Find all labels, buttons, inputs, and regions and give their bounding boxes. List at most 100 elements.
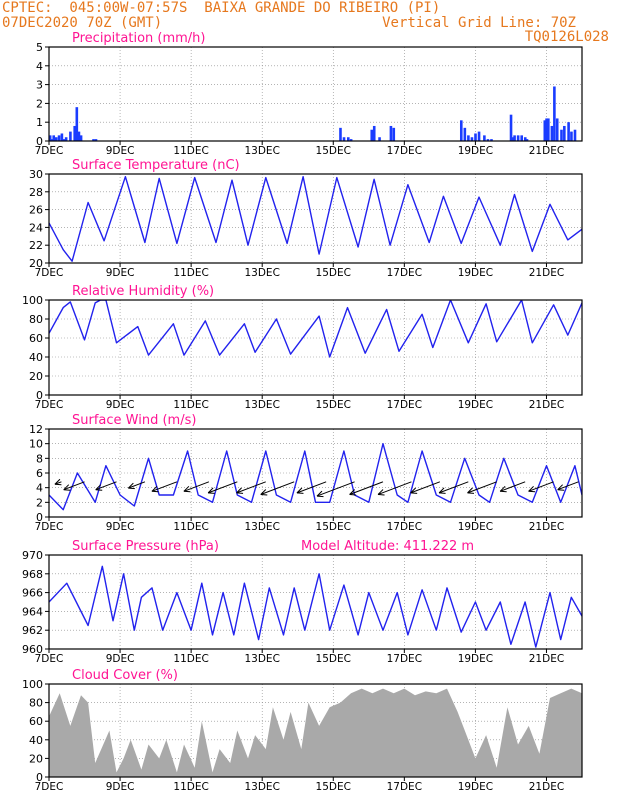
wind-arrow-shaft	[557, 481, 579, 491]
wind-arrow	[316, 481, 355, 498]
precip-bar	[349, 139, 353, 141]
wind-arrow	[63, 481, 85, 491]
x-tick-label: 15DEC	[316, 399, 351, 411]
wind-arrow-shaft	[349, 481, 384, 495]
x-tick-label: 21DEC	[529, 653, 564, 665]
series-line	[49, 565, 582, 648]
precip-bar	[346, 137, 350, 141]
wind-arrow-head	[183, 485, 190, 492]
cloud-area	[49, 688, 582, 777]
precip-bar	[570, 131, 573, 141]
x-tick-label: 15DEC	[316, 521, 351, 533]
x-tick-label: 17DEC	[387, 521, 422, 533]
y-tick-label: 24	[29, 221, 43, 234]
panel-3: 0 20 40 60 80 100 7DEC 9DEC 11DEC 13DEC 15DEC 17DEC…	[22, 284, 583, 411]
wind-arrow	[438, 481, 469, 494]
wind-arrow-head	[467, 492, 475, 494]
y-tick-label: 40	[29, 351, 43, 364]
series-line	[49, 175, 582, 262]
precip-bar	[467, 135, 470, 141]
wind-arrow-head	[410, 487, 417, 494]
y-tick-label: 0	[36, 135, 43, 148]
wind-arrow	[183, 481, 210, 493]
wind-arrow-head	[316, 495, 324, 498]
precip-bar	[57, 135, 61, 141]
panel-title: Surface Temperature (nC)	[72, 158, 240, 173]
x-tick-label: 7DEC	[35, 653, 64, 665]
y-tick-label: 4	[36, 482, 43, 495]
precip-bar	[392, 127, 396, 141]
wind-arrow-head	[260, 489, 267, 495]
wind-arrow-head	[207, 487, 214, 494]
series-line	[49, 443, 582, 511]
wind-arrow-shaft	[410, 481, 441, 494]
precip-bar	[567, 122, 570, 141]
y-tick-label: 3	[36, 79, 43, 92]
y-tick-label: 26	[29, 204, 43, 217]
x-tick-label: 11DEC	[173, 521, 208, 533]
y-tick-label: 962	[22, 624, 43, 637]
y-tick-label: 970	[22, 549, 43, 562]
precip-bar	[52, 135, 56, 141]
wind-arrow	[528, 481, 554, 493]
series-group	[49, 86, 577, 141]
header-date: 07DEC2020 70Z (GMT)	[2, 15, 163, 31]
x-tick-label: 17DEC	[387, 653, 422, 665]
wind-arrow-head	[378, 493, 385, 496]
precip-bar	[339, 127, 342, 141]
series-group	[49, 175, 582, 262]
wind-arrow-shaft	[499, 481, 526, 492]
panel-frame	[48, 299, 583, 396]
precip-bar	[64, 137, 68, 141]
y-tick-label: 30	[29, 168, 43, 181]
wind-arrow-head	[63, 484, 70, 491]
precip-bar	[342, 137, 346, 141]
x-tick-label: 15DEC	[316, 145, 351, 157]
x-tick-label: 19DEC	[458, 399, 493, 411]
wind-arrow	[54, 478, 62, 486]
precip-bar	[525, 139, 529, 141]
precip-bar	[555, 118, 559, 141]
y-tick-label: 10	[29, 438, 43, 451]
panel-frame	[48, 46, 583, 142]
x-tick-label: 7DEC	[35, 267, 64, 279]
x-tick-label: 13DEC	[244, 781, 279, 793]
precip-bar	[516, 135, 520, 141]
wind-arrow	[236, 481, 266, 494]
precip-bar	[372, 125, 376, 141]
panel-frame	[48, 683, 583, 778]
x-tick-label: 17DEC	[387, 145, 422, 157]
wind-arrow-head	[377, 489, 384, 495]
wind-arrow-head	[151, 485, 158, 492]
wind-arrow-head	[95, 484, 102, 491]
x-tick-label: 17DEC	[387, 267, 422, 279]
precip-bar	[543, 120, 547, 141]
wind-arrow-head	[557, 489, 565, 491]
x-tick-label: 7DEC	[35, 781, 64, 793]
wind-arrow-head	[63, 489, 71, 491]
wind-arrow-shaft	[528, 481, 554, 492]
y-tick-label: 12	[29, 423, 43, 436]
wind-arrow	[377, 481, 412, 496]
x-tick-label: 13DEC	[244, 399, 279, 411]
y-tick-label: 1	[36, 116, 43, 129]
precip-bar	[69, 131, 72, 141]
panel-title: Precipitation (mm/h)	[72, 31, 205, 46]
wind-arrow-shaft	[260, 481, 295, 495]
y-tick-label: 40	[29, 734, 43, 747]
precip-bar	[483, 135, 486, 141]
precip-bar	[520, 135, 523, 141]
x-tick-label: 21DEC	[529, 399, 564, 411]
header-title: CPTEC: 045:00W-07:57S BAIXA GRANDE DO RI…	[2, 0, 441, 16]
panel-frame	[48, 173, 583, 264]
y-tick-label: 20	[29, 752, 43, 765]
wind-arrow-shaft	[438, 481, 469, 494]
wind-arrow-shaft	[151, 481, 178, 492]
y-tick-label: 8	[36, 452, 43, 465]
x-tick-label: 19DEC	[458, 653, 493, 665]
x-tick-label: 13DEC	[244, 521, 279, 533]
series-group	[49, 300, 582, 358]
wind-arrow-head	[236, 492, 244, 494]
wind-arrow-head	[439, 492, 446, 494]
